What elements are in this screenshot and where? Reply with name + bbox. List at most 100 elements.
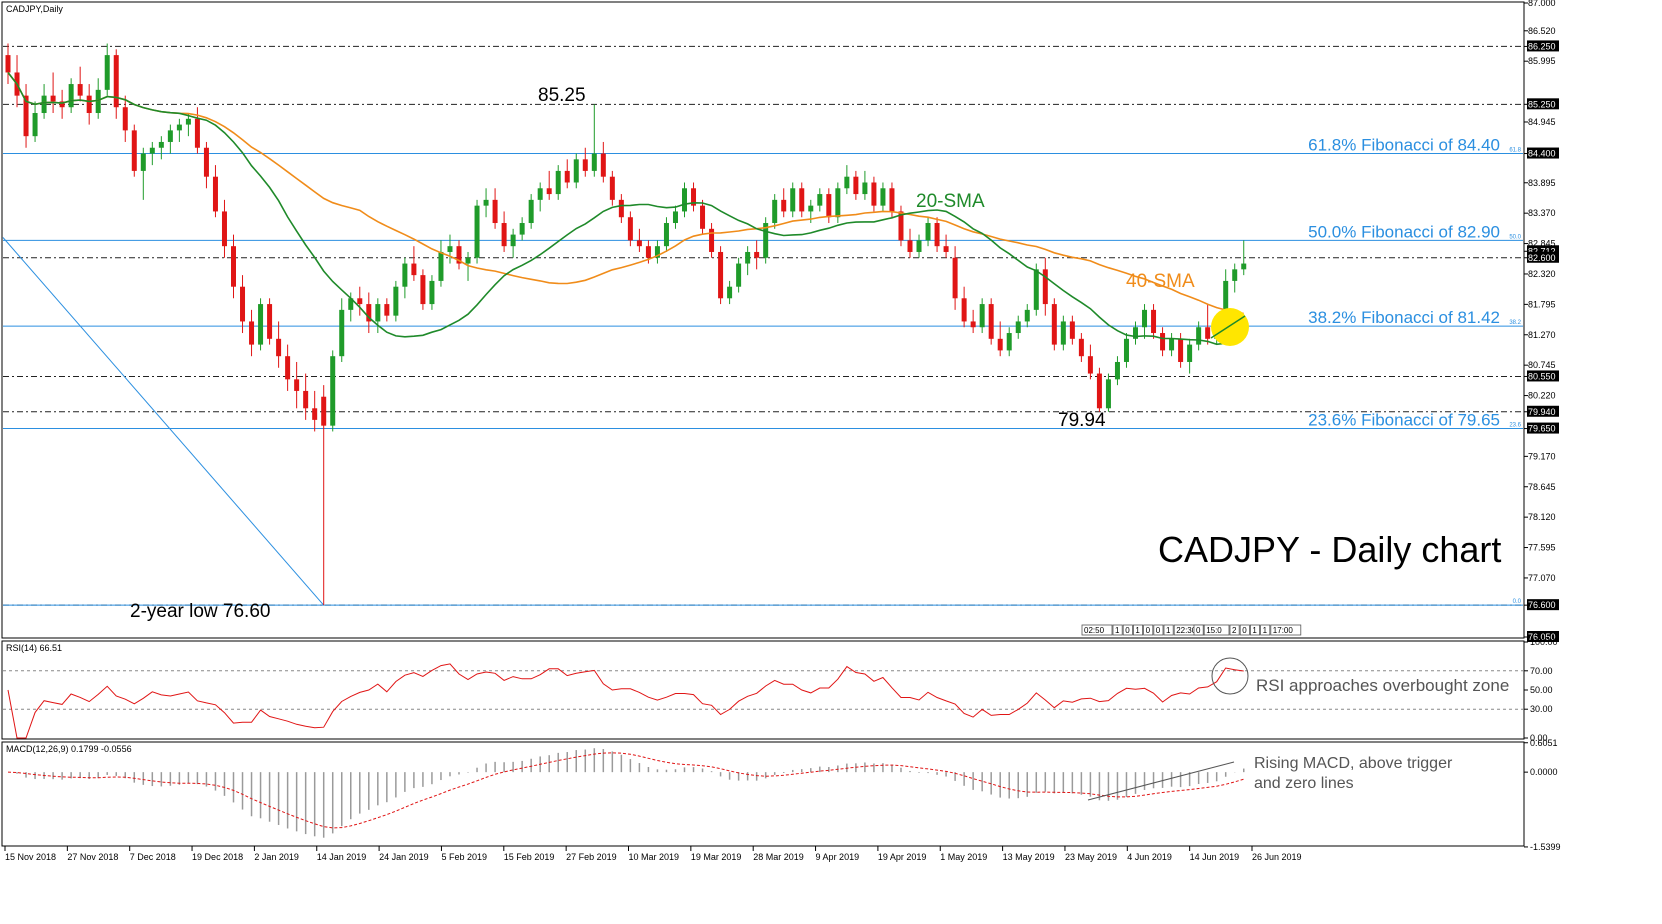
y-tick-label: 80.745 xyxy=(1528,360,1556,370)
rsi-label: RSI(14) 66.51 xyxy=(6,643,62,653)
candle-body xyxy=(1205,327,1211,339)
candle-body xyxy=(826,194,832,218)
time-box xyxy=(1193,624,1204,636)
fibonacci-label: 23.6% Fibonacci of 79.65 xyxy=(1308,411,1500,430)
candle-body xyxy=(194,118,200,148)
y-tick-highlight xyxy=(1527,405,1559,417)
time-box-label: 0 xyxy=(1125,626,1130,635)
y-tick-label: 87.000 xyxy=(1528,0,1556,8)
sma20-label: 20-SMA xyxy=(916,191,985,212)
candle-body xyxy=(591,153,597,171)
candle-body xyxy=(330,356,336,426)
candle-body xyxy=(312,408,318,420)
candle-body xyxy=(988,304,994,339)
candle-body xyxy=(23,95,29,137)
y-tick-label: 82.600 xyxy=(1528,253,1556,263)
y-tick-label: 80.220 xyxy=(1528,391,1556,401)
candle-body xyxy=(970,321,976,328)
candle-body xyxy=(95,89,101,114)
fibonacci-tag: 23.6 xyxy=(1509,423,1521,429)
candle-body xyxy=(745,251,751,264)
candle-body xyxy=(321,396,327,426)
candle-body xyxy=(176,124,182,131)
fibonacci-label: 50.0% Fibonacci of 82.90 xyxy=(1308,222,1500,241)
candle-body xyxy=(68,84,74,108)
price-panel-frame xyxy=(1,1,1525,639)
candle-body xyxy=(880,188,886,206)
candle-body xyxy=(997,338,1003,351)
candle-body xyxy=(1178,338,1184,362)
low-label: 79.94 xyxy=(1058,410,1106,431)
candle-body xyxy=(691,188,697,206)
macd-group: 0.6051 0.0000 -1.5399 xyxy=(7,738,1561,852)
time-box-label: 1 xyxy=(1115,626,1120,635)
candle-body xyxy=(1223,280,1229,328)
time-box-label: 0 xyxy=(1242,626,1247,635)
y-tick-highlight xyxy=(1527,631,1559,642)
rsi-y-tick-label: 70.00 xyxy=(1530,666,1553,676)
candle-body xyxy=(799,188,805,212)
time-boxes: 02:50 1 0 1 0 0 1 22:30 0 15:0 2 0 1 1 17:00 xyxy=(1081,624,1302,636)
candle-body xyxy=(654,246,660,258)
candle-body xyxy=(231,246,236,287)
candle-body xyxy=(294,379,300,391)
time-box xyxy=(1112,624,1123,636)
candle-body xyxy=(50,95,56,102)
y-tick-label: 82.320 xyxy=(1528,269,1556,279)
horizontal-levels: 61.8 61.8% Fibonacci of 84.40 50.0 50.0% Fi… xyxy=(3,45,1523,606)
crossover-marker xyxy=(1211,308,1249,346)
sma40-label: 40-SMA xyxy=(1126,271,1195,292)
candle-body xyxy=(961,298,967,322)
candle-body xyxy=(411,263,417,276)
y-tick-label: 76.050 xyxy=(1528,632,1556,642)
x-tick-label: 28 Mar 2019 xyxy=(753,852,804,862)
candle-body xyxy=(1051,304,1057,345)
candle-body xyxy=(1123,338,1129,362)
candle-body xyxy=(258,304,264,345)
y-tick-highlight xyxy=(1527,370,1559,382)
candle-body xyxy=(1087,356,1093,374)
time-box-label: 22:30 xyxy=(1176,626,1197,635)
rsi-y-tick-label: 0.00 xyxy=(1530,733,1548,743)
rsi-y-tick-label: 30.00 xyxy=(1530,704,1553,714)
y-tick-label: 77.595 xyxy=(1528,543,1556,553)
y-tick-label: 77.070 xyxy=(1528,573,1556,583)
candle-body xyxy=(474,205,480,258)
candle-body xyxy=(862,182,868,195)
x-tick-label: 10 Mar 2019 xyxy=(629,852,680,862)
y-tick-highlight xyxy=(1527,98,1559,110)
candle-body xyxy=(754,251,760,258)
candle-body xyxy=(1096,373,1102,409)
candle-body xyxy=(979,304,985,328)
time-box-label: 1 xyxy=(1135,626,1140,635)
time-box-label: 1 xyxy=(1166,626,1171,635)
two-year-low-label: 2-year low 76.60 xyxy=(130,601,270,622)
candle-body xyxy=(249,321,255,345)
candle-body xyxy=(438,251,444,281)
candle-body xyxy=(790,188,796,212)
x-tick-label: 14 Jun 2019 xyxy=(1190,852,1240,862)
time-box-label: 2 xyxy=(1232,626,1237,635)
candle-body xyxy=(781,199,787,212)
y-tick-label: 81.270 xyxy=(1528,330,1556,340)
time-box xyxy=(1239,624,1250,636)
macd-panel-frame xyxy=(1,741,1525,847)
x-tick-label: 27 Nov 2018 xyxy=(67,852,118,862)
y-tick-highlight xyxy=(1527,599,1559,611)
y-tick-label: 80.550 xyxy=(1528,371,1556,381)
high-label: 85.25 xyxy=(538,85,586,106)
candle-body xyxy=(384,304,390,316)
candle-body xyxy=(916,240,922,252)
y-tick-highlight xyxy=(1527,422,1559,434)
y-tick-highlight xyxy=(1527,245,1559,257)
symbol-label: CADJPY,Daily xyxy=(6,4,63,14)
candle-body xyxy=(1060,321,1066,345)
candle-body xyxy=(727,286,733,299)
candle-body xyxy=(131,130,137,171)
fibonacci-tag: 61.8 xyxy=(1509,148,1521,154)
candle-body xyxy=(483,199,489,206)
candle-body xyxy=(898,211,904,241)
rsi-highlight-circle xyxy=(1211,657,1249,695)
candle-body xyxy=(600,153,606,177)
